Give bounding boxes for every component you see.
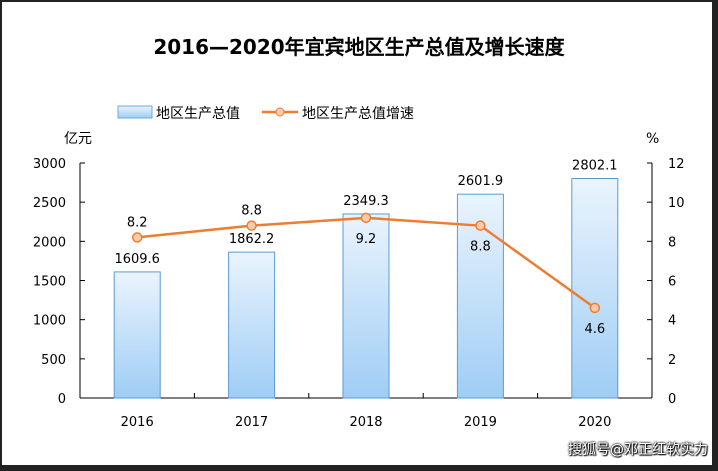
bar-label: 1862.2: [229, 232, 275, 247]
right-tick-label: 0: [668, 392, 676, 407]
growth-point: [360, 212, 372, 224]
growth-label: 4.6: [584, 322, 605, 337]
growth-point: [475, 220, 486, 231]
growth-point: [131, 232, 143, 243]
right-tick-label: 10: [668, 196, 685, 211]
right-tick-label: 8: [668, 235, 676, 250]
left-tick-label: 1500: [33, 275, 66, 290]
bar-label: 2802.1: [572, 159, 618, 174]
left-tick-label: 2000: [33, 235, 66, 250]
growth-label: 8.8: [470, 240, 491, 255]
x-tick-label: 2019: [464, 415, 497, 430]
x-tick-label: 2017: [235, 415, 268, 430]
watermark: 搜狐号@邓正红软实力: [568, 442, 708, 458]
bar: [571, 178, 619, 399]
legend-bar-swatch: [117, 105, 153, 119]
bar-label: 2349.3: [343, 194, 389, 209]
right-tick-label: 2: [668, 353, 676, 368]
bar: [228, 251, 276, 399]
right-axis-unit: %: [646, 131, 659, 147]
x-tick-label: 2016: [121, 415, 154, 430]
x-tick-label: 2018: [349, 415, 382, 430]
left-tick-label: 0: [58, 392, 66, 407]
growth-point: [589, 302, 601, 314]
x-tick-label: 2020: [578, 415, 611, 430]
legend-line-label: 地区生产总值增速: [302, 106, 414, 122]
growth-point: [246, 220, 257, 231]
right-tick-label: 12: [668, 157, 685, 172]
growth-label: 8.8: [241, 204, 262, 219]
right-tick-label: 6: [668, 275, 676, 290]
legend-bar-label: 地区生产总值: [156, 106, 240, 122]
left-tick-label: 500: [41, 353, 66, 368]
bar-label: 1609.6: [114, 252, 160, 267]
growth-label: 9.2: [356, 232, 377, 247]
bar: [342, 213, 390, 399]
chart-title: 2016—2020年宜宾地区生产总值及增长速度: [153, 35, 565, 59]
legend-line-marker: [275, 107, 285, 117]
bar: [113, 271, 161, 399]
left-tick-label: 2500: [33, 196, 66, 211]
right-tick-label: 4: [668, 314, 676, 329]
left-tick-label: 3000: [33, 157, 66, 172]
bar-label: 2601.9: [458, 174, 504, 189]
growth-label: 8.2: [127, 215, 148, 230]
left-axis-unit: 亿元: [64, 131, 92, 147]
legend: 地区生产总值 地区生产总值增速: [117, 105, 414, 122]
left-tick-label: 1000: [33, 314, 66, 329]
